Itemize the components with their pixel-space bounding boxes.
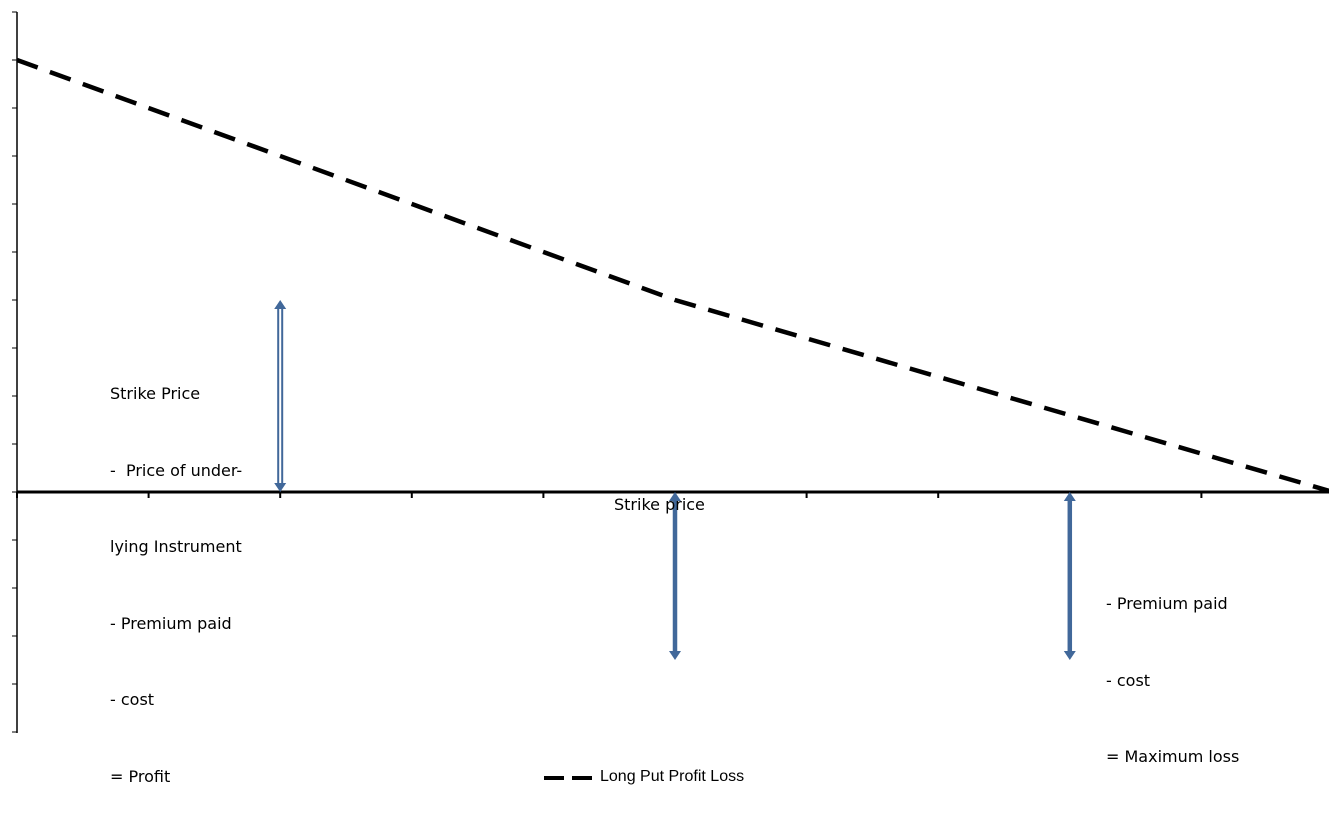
- arrow-head-top: [274, 300, 287, 309]
- axes: [12, 11, 1329, 733]
- arrow-head-bottom: [274, 483, 287, 492]
- annotation-profit-line-6: = Profit: [110, 766, 171, 786]
- annotation-max-loss-line-2: - cost: [1106, 670, 1151, 690]
- arrow-1: [274, 300, 287, 492]
- chart: [12, 11, 1329, 733]
- arrow-2: [669, 492, 681, 660]
- legend-swatch: [544, 776, 598, 780]
- annotation-strike-line-1: Strike price: [614, 495, 705, 514]
- legend: Long Put Profit Loss: [0, 767, 1329, 791]
- series-line-0: [16, 57, 1329, 494]
- series-layer: [16, 57, 1329, 494]
- arrow-head-bottom: [669, 651, 681, 660]
- annotation-profit-line-4: - Premium paid: [110, 613, 232, 633]
- arrow-head-top: [1063, 492, 1076, 501]
- arrow-head-bottom: [1063, 651, 1076, 660]
- annotation-max-loss-line-1: - Premium paid: [1106, 594, 1228, 613]
- annotation-strike: Strike price: [614, 441, 705, 543]
- arrow-head-top: [669, 492, 681, 501]
- legend-label: Long Put Profit Loss: [600, 768, 745, 785]
- annotation-max-loss-line-3: = Maximum loss: [1106, 747, 1240, 766]
- annotation-profit-line-3: lying Instrument: [110, 537, 242, 556]
- annotation-profit-line-1: Strike Price: [110, 384, 201, 403]
- annotation-profit: Strike Price - Price of under- lying Ins…: [110, 330, 242, 815]
- annotation-max-loss: - Premium paid - cost = Maximum loss: [1106, 540, 1239, 795]
- annotation-profit-line-2: - Price of under-: [110, 460, 243, 480]
- arrow-3: [1063, 492, 1076, 660]
- annotation-profit-line-5: - cost: [110, 690, 155, 709]
- arrow-layer: [274, 300, 1076, 660]
